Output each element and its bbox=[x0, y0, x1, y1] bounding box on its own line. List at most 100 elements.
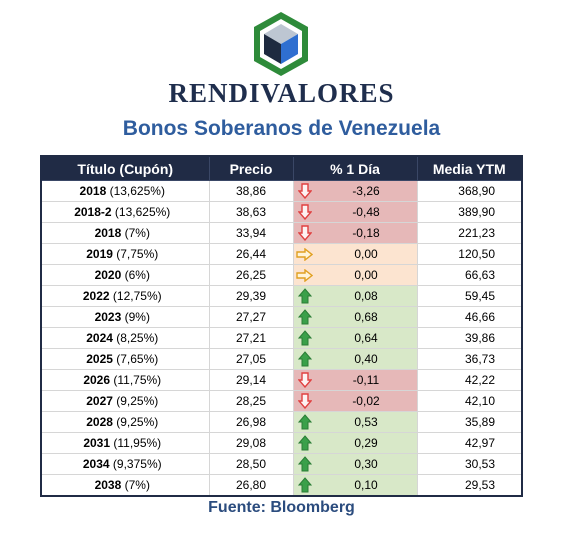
cube-logo bbox=[254, 12, 308, 76]
bond-year: 2031 bbox=[83, 436, 111, 450]
cell-pct-1-dia: -0,48 bbox=[293, 201, 418, 223]
cell-pct-1-dia: 0,64 bbox=[293, 327, 418, 349]
cell-precio: 27,27 bbox=[209, 306, 294, 328]
cell-precio: 29,14 bbox=[209, 369, 294, 391]
cell-media-ytm: 30,53 bbox=[417, 453, 523, 475]
cell-pct-1-dia: 0,08 bbox=[293, 285, 418, 307]
cell-precio: 26,80 bbox=[209, 474, 294, 497]
bond-year: 2018 bbox=[94, 226, 122, 240]
bond-year: 2018-2 bbox=[74, 205, 112, 219]
arrow-up-icon bbox=[294, 351, 316, 367]
bond-year: 2027 bbox=[86, 394, 113, 408]
cell-media-ytm: 42,10 bbox=[417, 390, 523, 412]
pct-value: -0,02 bbox=[352, 394, 380, 408]
cell-pct-1-dia: -3,26 bbox=[293, 180, 418, 202]
cell-titulo: 2026 (11,75%) bbox=[41, 369, 210, 391]
bond-year: 2022 bbox=[82, 289, 110, 303]
bond-coupon: (7,65%) bbox=[112, 352, 159, 366]
cell-titulo: 2018 (7%) bbox=[41, 222, 210, 244]
arrow-right-icon bbox=[294, 247, 316, 261]
arrow-up-icon bbox=[294, 456, 316, 472]
cell-precio: 28,25 bbox=[209, 390, 294, 412]
cell-titulo: 2023 (9%) bbox=[41, 306, 210, 328]
arrow-down-icon bbox=[294, 183, 316, 199]
cell-precio: 33,94 bbox=[209, 222, 294, 244]
cell-pct-1-dia: 0,53 bbox=[293, 411, 418, 433]
table-row: 2019 (7,75%) 26,44 0,00 120,50 bbox=[41, 243, 523, 265]
pct-value: 0,40 bbox=[354, 352, 378, 366]
cell-titulo: 2027 (9,25%) bbox=[41, 390, 210, 412]
bond-coupon: (7,75%) bbox=[112, 247, 159, 261]
cell-media-ytm: 221,23 bbox=[417, 222, 523, 244]
cell-precio: 38,63 bbox=[209, 201, 294, 223]
arrow-right-icon bbox=[294, 268, 316, 282]
cell-titulo: 2018 (13,625%) bbox=[41, 180, 210, 202]
cell-titulo: 2019 (7,75%) bbox=[41, 243, 210, 265]
cell-pct-1-dia: 0,00 bbox=[293, 264, 418, 286]
bonds-table: Título (Cupón) Precio % 1 Día Media YTM … bbox=[40, 155, 523, 497]
cell-media-ytm: 389,90 bbox=[417, 201, 523, 223]
cell-pct-1-dia: -0,18 bbox=[293, 222, 418, 244]
bond-coupon: (9,375%) bbox=[109, 457, 162, 471]
bond-year: 2038 bbox=[94, 478, 122, 492]
cell-media-ytm: 42,22 bbox=[417, 369, 523, 391]
table-row: 2031 (11,95%) 29,08 0,29 42,97 bbox=[41, 432, 523, 454]
bond-coupon: (12,75%) bbox=[109, 289, 162, 303]
table-row: 2025 (7,65%) 27,05 0,40 36,73 bbox=[41, 348, 523, 370]
bond-year: 2024 bbox=[86, 331, 113, 345]
cell-media-ytm: 66,63 bbox=[417, 264, 523, 286]
cell-pct-1-dia: 0,30 bbox=[293, 453, 418, 475]
arrow-up-icon bbox=[294, 309, 316, 325]
cell-media-ytm: 46,66 bbox=[417, 306, 523, 328]
cell-precio: 29,39 bbox=[209, 285, 294, 307]
cell-titulo: 2020 (6%) bbox=[41, 264, 210, 286]
pct-value: -0,11 bbox=[352, 373, 380, 387]
arrow-up-icon bbox=[294, 414, 316, 430]
bond-coupon: (6%) bbox=[121, 268, 150, 282]
arrow-up-icon bbox=[294, 330, 316, 346]
table-row: 2018-2 (13,625%) 38,63 -0,48 389,90 bbox=[41, 201, 523, 223]
cell-pct-1-dia: -0,02 bbox=[293, 390, 418, 412]
header-precio: Precio bbox=[208, 155, 294, 181]
table-row: 2027 (9,25%) 28,25 -0,02 42,10 bbox=[41, 390, 523, 412]
pct-value: -0,18 bbox=[352, 226, 380, 240]
bond-year: 2023 bbox=[94, 310, 122, 324]
cell-precio: 26,98 bbox=[209, 411, 294, 433]
pct-value: -3,26 bbox=[352, 184, 380, 198]
cell-precio: 27,21 bbox=[209, 327, 294, 349]
pct-value: 0,68 bbox=[354, 310, 378, 324]
table-row: 2018 (13,625%) 38,86 -3,26 368,90 bbox=[41, 180, 523, 202]
table-body: 2018 (13,625%) 38,86 -3,26 368,90 2018-2 (13… bbox=[41, 180, 523, 497]
bond-year: 2020 bbox=[94, 268, 122, 282]
arrow-down-icon bbox=[294, 372, 316, 388]
header-pct-1-dia: % 1 Día bbox=[292, 155, 418, 181]
table-row: 2023 (9%) 27,27 0,68 46,66 bbox=[41, 306, 523, 328]
pct-value: 0,53 bbox=[354, 415, 378, 429]
pct-value: 0,08 bbox=[354, 289, 378, 303]
bond-coupon: (9%) bbox=[121, 310, 150, 324]
pct-value: -0,48 bbox=[352, 205, 380, 219]
cell-media-ytm: 42,97 bbox=[417, 432, 523, 454]
pct-value: 0,64 bbox=[354, 331, 378, 345]
cell-precio: 29,08 bbox=[209, 432, 294, 454]
bond-coupon: (13,625%) bbox=[111, 205, 171, 219]
cell-pct-1-dia: 0,29 bbox=[293, 432, 418, 454]
cell-precio: 26,44 bbox=[209, 243, 294, 265]
bond-year: 2026 bbox=[83, 373, 111, 387]
source-footer: Fuente: Bloomberg bbox=[208, 499, 355, 516]
cell-pct-1-dia: 0,68 bbox=[293, 306, 418, 328]
arrow-down-icon bbox=[294, 393, 316, 409]
cell-pct-1-dia: 0,40 bbox=[293, 348, 418, 370]
header-media-ytm: Media YTM bbox=[416, 155, 523, 181]
bond-coupon: (13,625%) bbox=[106, 184, 165, 198]
cell-titulo: 2024 (8,25%) bbox=[41, 327, 210, 349]
bond-coupon: (11,95%) bbox=[110, 436, 162, 450]
arrow-down-icon bbox=[294, 204, 316, 220]
table-row: 2038 (7%) 26,80 0,10 29,53 bbox=[41, 474, 523, 497]
cell-titulo: 2025 (7,65%) bbox=[41, 348, 210, 370]
cell-titulo: 2028 (9,25%) bbox=[41, 411, 210, 433]
table-row: 2024 (8,25%) 27,21 0,64 39,86 bbox=[41, 327, 523, 349]
arrow-up-icon bbox=[294, 435, 316, 451]
bond-year: 2025 bbox=[86, 352, 113, 366]
cell-precio: 38,86 bbox=[209, 180, 294, 202]
